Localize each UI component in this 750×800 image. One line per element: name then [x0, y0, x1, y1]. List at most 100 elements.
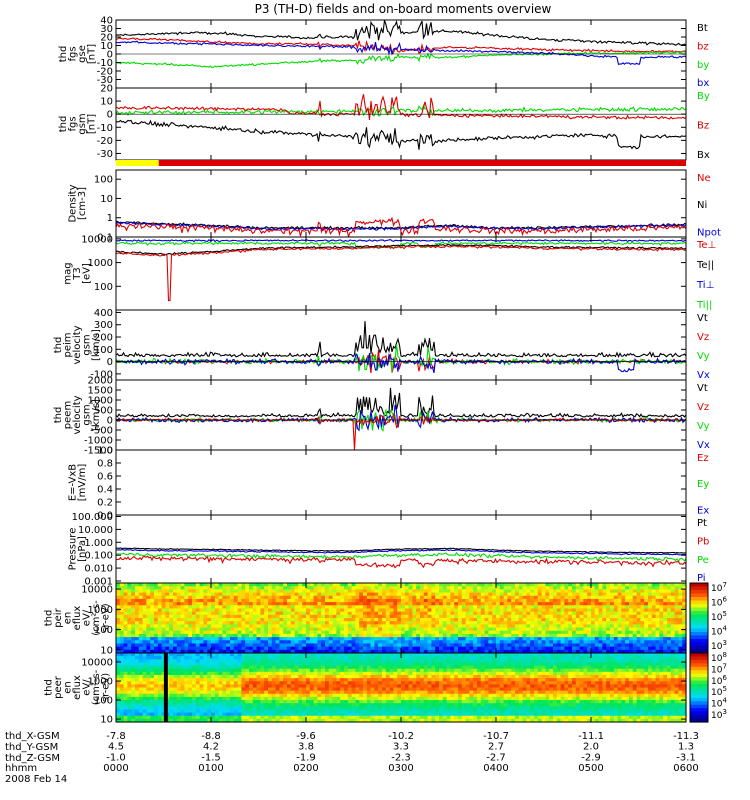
spectrogram-cell	[488, 640, 493, 645]
spectrogram-cell	[670, 643, 676, 648]
spectrogram-cell	[385, 640, 391, 645]
spectrogram-cell	[606, 608, 611, 613]
spectrogram-cell	[176, 583, 182, 587]
spectrogram-cell	[294, 640, 299, 645]
spectrogram-cell	[435, 649, 440, 654]
spectrogram-cell	[465, 586, 470, 590]
spectrogram-cell	[553, 624, 558, 629]
spectrogram-cell	[404, 589, 410, 594]
spectrogram-cell	[184, 602, 189, 606]
spectrogram-cell	[556, 602, 562, 606]
spectrogram-cell	[154, 598, 159, 603]
spectrogram-cell	[344, 659, 349, 664]
spectrogram-cell	[157, 696, 163, 701]
spectrogram-cell	[260, 681, 265, 685]
spectrogram-cell	[142, 665, 147, 670]
spectrogram-cell	[659, 643, 664, 648]
spectrogram-cell	[256, 624, 261, 629]
legend-bz: bz	[697, 41, 709, 52]
spectrogram-cell	[385, 621, 391, 625]
spectrogram-cell	[625, 630, 630, 635]
spectrogram-cell	[385, 589, 391, 594]
spectrogram-cell	[306, 706, 311, 711]
spectrogram-cell	[663, 624, 668, 629]
spectrogram-cell	[264, 633, 269, 638]
spectrogram-cell	[480, 614, 486, 619]
spectrogram-cell	[176, 684, 182, 689]
spectrogram-cell	[290, 614, 296, 619]
spectrogram-cell	[252, 633, 258, 638]
spectrogram-cell	[556, 608, 562, 613]
spectrogram-cell	[416, 614, 421, 619]
spectrogram-cell	[237, 589, 242, 594]
spectrogram-cell	[222, 640, 227, 645]
spectrogram-cell	[252, 649, 258, 654]
spectrogram-cell	[416, 646, 421, 651]
spectrogram-cell	[218, 696, 223, 701]
spectrogram-cell	[199, 630, 204, 635]
spectrogram-cell	[659, 627, 664, 632]
spectrogram-cell	[188, 605, 193, 610]
spectrogram-cell	[347, 630, 353, 635]
spectrogram-cell	[135, 605, 140, 610]
spectrogram-cell	[431, 637, 436, 641]
spectrogram-cell	[203, 605, 208, 610]
spectrogram-cell	[173, 656, 178, 660]
spectrogram-cell	[446, 589, 451, 594]
spectrogram-cell	[439, 627, 444, 632]
y-tick-label: 10.000	[78, 525, 113, 536]
spectrogram-cell	[454, 589, 459, 594]
spectrogram-cell	[644, 611, 649, 616]
spectrogram-cell	[575, 605, 581, 610]
spectrogram-cell	[632, 618, 638, 622]
spectrogram-cell	[119, 693, 125, 698]
spectrogram-cell	[150, 696, 155, 701]
spectrogram-cell	[655, 602, 660, 606]
spectrogram-cell	[313, 678, 318, 682]
spectrogram-cell	[142, 627, 147, 632]
spectrogram-cell	[264, 611, 269, 616]
spectrogram-cell	[302, 653, 307, 657]
spectrogram-cell	[226, 595, 231, 600]
spectrogram-cell	[454, 614, 459, 619]
spectrogram-cell	[385, 605, 391, 610]
spectrogram-cell	[245, 665, 250, 670]
spectrogram-cell	[127, 718, 132, 723]
spectrogram-cell	[203, 659, 208, 664]
spectrogram-cell	[275, 602, 280, 606]
spectrogram-cell	[271, 681, 277, 685]
spectrogram-cell	[644, 633, 649, 638]
spectrogram-cell	[154, 624, 159, 629]
spectrogram-cell	[317, 696, 322, 701]
spectrogram-cell	[473, 595, 478, 600]
spectrogram-cell	[268, 646, 273, 651]
spectrogram-cell	[602, 633, 607, 638]
spectrogram-cell	[659, 589, 664, 594]
spectrogram-cell	[157, 602, 163, 606]
spectrogram-cell	[192, 643, 197, 648]
spectrogram-cell	[549, 621, 554, 625]
spectrogram-cell	[222, 586, 227, 590]
spectrogram-cell	[180, 624, 185, 629]
spectrogram-cell	[317, 643, 322, 648]
spectrogram-cell	[176, 668, 182, 673]
spectrogram-cell	[294, 633, 299, 638]
spectrogram-cell	[636, 633, 641, 638]
spectrogram-cell	[359, 611, 364, 616]
spectrogram-cell	[477, 583, 482, 587]
spectrogram-cell	[123, 624, 128, 629]
spectrogram-cell	[249, 611, 254, 616]
spectrogram-cell	[252, 700, 258, 704]
spectrogram-cell	[518, 592, 524, 597]
spectrogram-cell	[458, 630, 463, 635]
spectrogram-cell	[230, 681, 235, 685]
spectrogram-cell	[218, 621, 223, 625]
spectrogram-cell	[560, 602, 565, 606]
spectrogram-cell	[347, 598, 353, 603]
spectrogram-cell	[575, 643, 581, 648]
y-label-line: gsm	[82, 334, 93, 355]
spectrogram-cell	[302, 640, 307, 645]
spectrogram-cell	[317, 630, 322, 635]
spectrogram-cell	[461, 598, 467, 603]
